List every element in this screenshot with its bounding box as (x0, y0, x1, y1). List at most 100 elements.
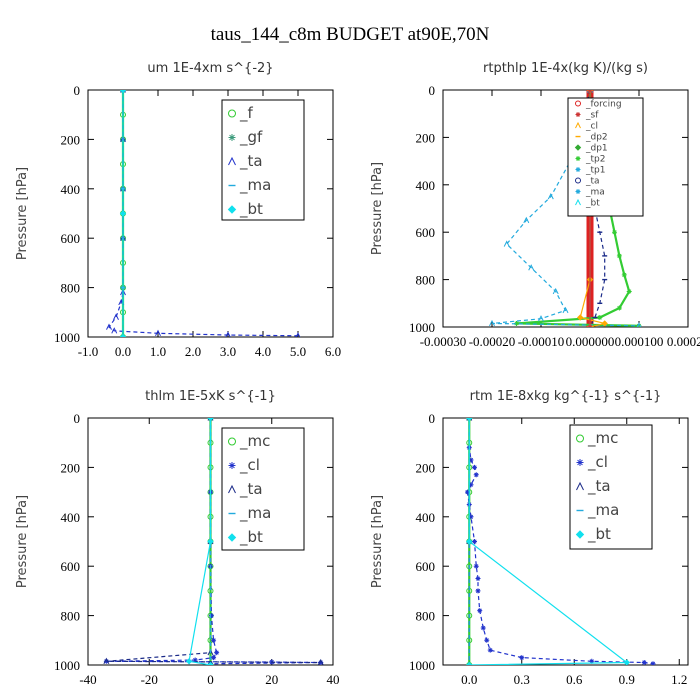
legend-entry: _ma (239, 504, 271, 523)
data-point (468, 457, 474, 463)
legend-marker (575, 167, 581, 173)
legend-entry: _bt (587, 525, 611, 544)
legend-entry: _cl (239, 456, 260, 475)
data-point (465, 489, 470, 495)
legend-entry: _f (239, 104, 254, 123)
legend-marker (575, 530, 585, 539)
data-point (468, 514, 474, 520)
legend-entry: _bt (239, 528, 263, 547)
data-point (587, 324, 593, 327)
legend-marker (575, 112, 581, 118)
x-tick-label: 6.0 (325, 344, 341, 359)
legend: _mc _cl _ta _ma _bt (569, 424, 653, 550)
plot-frame (442, 417, 689, 666)
data-point (466, 612, 473, 619)
y-axis-label: Pressure [hPa] (370, 162, 385, 255)
series-group (103, 418, 324, 665)
y-tick-label: 200 (61, 460, 81, 475)
y-tick-label: 0 (74, 411, 81, 426)
data-point (650, 661, 656, 665)
legend-marker (228, 109, 236, 118)
x-tick-label: -40 (79, 672, 96, 687)
legend-entry: _mc (587, 429, 618, 448)
x-tick-label: 2.0 (185, 344, 201, 359)
series-group (106, 90, 301, 337)
panel-title: thlm 1E-5xK s^{-1} (145, 389, 276, 404)
data-point (119, 90, 127, 94)
x-tick-label: 20 (265, 672, 278, 687)
data-point (523, 216, 530, 224)
x-tick-label: -0.00030 (420, 334, 467, 349)
y-tick-label: 0 (429, 411, 436, 426)
x-tick-label: 4.0 (255, 344, 271, 359)
data-point (472, 464, 477, 470)
data-point (468, 482, 474, 488)
legend-marker (228, 437, 236, 446)
data-point (519, 655, 525, 661)
legend-marker (576, 434, 584, 443)
y-tick-label: 0 (429, 83, 436, 98)
y-tick-label: 1000 (409, 658, 435, 673)
data-point (207, 661, 214, 665)
data-point (576, 314, 584, 321)
y-tick-label: 1000 (54, 330, 80, 345)
data-point (480, 625, 486, 631)
legend-entry: _bt (239, 200, 263, 219)
y-tick-label: 400 (416, 178, 436, 193)
legend: _forcing_sf_cl_dp2_dp1_tp2_tp1_ta_ma_bt (567, 97, 644, 217)
legend-entry: _gf (239, 128, 263, 147)
x-tick-label: 0.9 (619, 672, 635, 687)
x-tick-label: 0.0 (461, 672, 477, 687)
x-tick-label: 0.000000 (566, 334, 615, 349)
legend-entry: _ma (239, 176, 271, 195)
x-tick-label: 3.0 (220, 344, 236, 359)
series-line-cl (466, 418, 654, 665)
y-axis-label: Pressure [hPa] (15, 167, 30, 260)
data-point (211, 637, 217, 643)
y-tick-label: 800 (416, 273, 436, 288)
x-tick-label: 0 (207, 672, 214, 687)
data-point (466, 538, 473, 545)
data-point (111, 327, 118, 334)
x-tick-label: 0.00020 (667, 334, 700, 349)
data-point (295, 332, 301, 337)
series-line-ta (108, 90, 299, 337)
y-tick-label: 1000 (54, 658, 80, 673)
y-tick-label: 200 (61, 132, 81, 147)
legend-box (221, 427, 305, 551)
data-point (489, 319, 495, 327)
data-point (155, 329, 161, 337)
legend-entry: _ta (587, 477, 611, 496)
y-tick-label: 600 (61, 231, 81, 246)
data-point (601, 320, 608, 327)
data-point (103, 657, 110, 665)
panel-1: um 1E-4xm s^{-2} Pressure [hPa] 0 200 400 600… (15, 61, 341, 359)
data-point (514, 320, 519, 326)
panel-4: rtm 1E-8xkg kg^{-1} s^{-1} Pressure [hPa]… (370, 389, 689, 687)
data-point (636, 322, 642, 327)
data-point (477, 608, 483, 614)
y-tick-label: 800 (61, 609, 81, 624)
legend-box (221, 99, 305, 221)
data-point (641, 660, 647, 665)
data-point (466, 418, 473, 422)
series-line-tp1 (491, 90, 640, 327)
plot-frame (87, 89, 334, 338)
y-axis-label: Pressure [hPa] (370, 495, 385, 588)
data-point (589, 658, 595, 664)
x-tick-label: -0.00010 (518, 334, 565, 349)
x-tick-label: 5.0 (290, 344, 306, 359)
data-point (503, 240, 510, 247)
y-tick-label: 400 (61, 182, 81, 197)
legend-marker (228, 484, 236, 494)
y-tick-label: 400 (416, 510, 436, 525)
series-group (465, 418, 656, 665)
legend-marker (576, 481, 584, 491)
data-point (214, 650, 220, 656)
legend: _mc _cl _ta _ma _bt (221, 427, 305, 551)
data-point (626, 288, 632, 294)
data-point (597, 315, 603, 321)
legend-marker (575, 121, 581, 129)
legend-entry: _tp2 (585, 154, 605, 164)
